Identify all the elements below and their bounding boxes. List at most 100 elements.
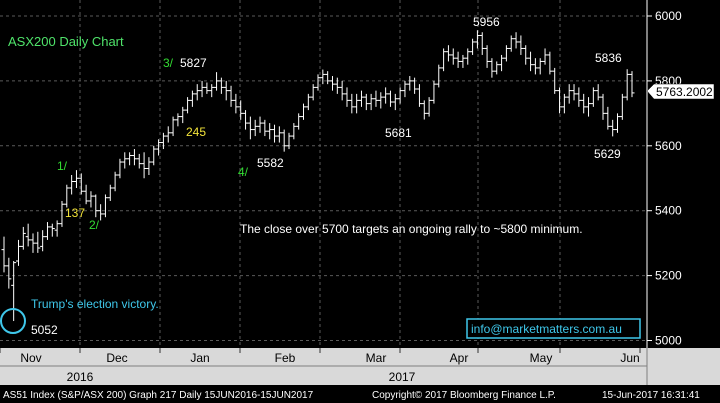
label-5827: 5827 bbox=[180, 56, 207, 70]
ohlc-bar bbox=[20, 226, 26, 250]
ohlc-bar bbox=[484, 45, 490, 68]
ohlc-bar bbox=[465, 48, 471, 65]
year-label: 2017 bbox=[389, 370, 416, 384]
ohlc-bar bbox=[460, 54, 466, 68]
ohlc-bar bbox=[262, 119, 268, 137]
label-5681: 5681 bbox=[385, 126, 412, 140]
ohlc-bar bbox=[547, 51, 553, 75]
ohlc-bar bbox=[537, 58, 543, 75]
website-box bbox=[466, 318, 641, 339]
ohlc-bar bbox=[73, 170, 79, 188]
ohlc-bar bbox=[426, 97, 432, 117]
ohlc-bar bbox=[600, 93, 606, 120]
label-245: 245 bbox=[186, 125, 206, 139]
ohlc-bar bbox=[252, 119, 258, 137]
ohlc-bar bbox=[40, 230, 46, 252]
ohlc-bar bbox=[78, 173, 84, 195]
x-tick-label: Mar bbox=[366, 351, 387, 365]
ohlc-bar bbox=[223, 80, 229, 101]
ohlc-bar bbox=[513, 32, 519, 49]
ohlc-bar bbox=[450, 48, 456, 65]
x-tick-label: Nov bbox=[20, 351, 41, 365]
footer-index: AS51 Index (S&P/ASX 200) Graph 217 Daily… bbox=[3, 390, 314, 401]
x-tick-label: Dec bbox=[106, 351, 127, 365]
year-label: 2016 bbox=[67, 370, 94, 384]
ohlc-bar bbox=[272, 124, 278, 143]
ohlc-bar bbox=[127, 152, 133, 166]
ohlc-bar bbox=[557, 87, 563, 114]
ohlc-bar bbox=[131, 149, 137, 166]
ohlc-bar bbox=[170, 116, 176, 137]
label-5052: 5052 bbox=[31, 323, 58, 337]
ohlc-bar bbox=[528, 51, 534, 72]
ohlc-bar bbox=[247, 116, 253, 140]
ohlc-bar bbox=[141, 152, 147, 179]
ohlc-bar bbox=[267, 123, 273, 140]
ohlc-bar bbox=[15, 239, 21, 266]
ohlc-bar bbox=[354, 93, 360, 114]
ohlc-bar bbox=[185, 97, 191, 114]
chart-title: ASX200 Daily Chart bbox=[8, 34, 124, 49]
ohlc-bar bbox=[590, 87, 596, 107]
ohlc-bar bbox=[301, 103, 307, 120]
ohlc-bar bbox=[194, 84, 200, 101]
ohlc-bar bbox=[334, 77, 340, 94]
ohlc-bar bbox=[107, 184, 113, 201]
ohlc-bar bbox=[586, 97, 592, 117]
ohlc-bar bbox=[339, 80, 345, 101]
last-price-label: 5763.2002 bbox=[656, 85, 713, 99]
ohlc-bar bbox=[397, 87, 403, 104]
ohlc-bar bbox=[518, 35, 524, 55]
ohlc-bar bbox=[117, 158, 123, 179]
x-tick-label: Jun bbox=[620, 351, 639, 365]
ohlc-bar bbox=[165, 126, 171, 143]
ohlc-bar bbox=[402, 80, 408, 98]
ohlc-bar bbox=[561, 93, 567, 114]
ohlc-bar bbox=[552, 67, 558, 94]
x-axis: Nov Dec Jan Feb Mar Apr May Jun 2016 2017 bbox=[0, 348, 720, 385]
ohlc-bar bbox=[291, 123, 297, 140]
ohlc-bar bbox=[151, 145, 157, 166]
ohlc-bar bbox=[479, 32, 485, 55]
ohlc-bar bbox=[1, 236, 7, 273]
ohlc-bar bbox=[373, 90, 379, 107]
ohlc-bar bbox=[494, 61, 500, 75]
ohlc-bar bbox=[363, 93, 369, 111]
ohlc-bar bbox=[368, 93, 374, 111]
ohlc-bar bbox=[489, 58, 495, 78]
ohlc-bar bbox=[421, 100, 427, 120]
election-circle bbox=[0, 308, 26, 334]
chart-note: The close over 5700 targets an ongoing r… bbox=[240, 222, 583, 236]
ohlc-bar bbox=[160, 132, 166, 150]
ohlc-bar bbox=[445, 45, 451, 62]
footer-timestamp: 15-Jun-2017 16:31:41 bbox=[602, 390, 700, 401]
ohlc-bar bbox=[156, 139, 162, 156]
ohlc-bar bbox=[54, 220, 60, 237]
grid-lines bbox=[0, 0, 647, 348]
ohlc-bar bbox=[276, 126, 282, 143]
label-5956: 5956 bbox=[473, 15, 500, 29]
label-5582: 5582 bbox=[257, 156, 284, 170]
ohlc-bar bbox=[542, 48, 548, 65]
ohlc-bar bbox=[189, 90, 195, 107]
ohlc-bar bbox=[416, 84, 422, 107]
ohlc-bar bbox=[329, 76, 335, 91]
ohlc-bar bbox=[238, 100, 244, 120]
ohlc-bar bbox=[233, 93, 239, 114]
website-label[interactable]: info@marketmatters.com.au bbox=[471, 322, 622, 336]
ohlc-bar bbox=[64, 184, 70, 208]
ohlc-bar bbox=[581, 93, 587, 114]
ohlc-bar bbox=[30, 233, 36, 253]
ohlc-bar bbox=[605, 106, 611, 130]
ohlc-bar bbox=[344, 87, 350, 107]
y-tick-label: 5000 bbox=[655, 334, 682, 348]
wave-label-2: 2/ bbox=[89, 218, 100, 232]
ohlc-bar bbox=[214, 72, 220, 91]
ohlc-bar bbox=[25, 223, 31, 247]
ohlc-bar bbox=[455, 51, 461, 68]
ohlc-bar bbox=[209, 84, 215, 98]
ohlc-bar bbox=[358, 90, 364, 107]
wave-label-1: 1/ bbox=[57, 159, 68, 173]
event-label: Trump's election victory. bbox=[31, 297, 159, 311]
